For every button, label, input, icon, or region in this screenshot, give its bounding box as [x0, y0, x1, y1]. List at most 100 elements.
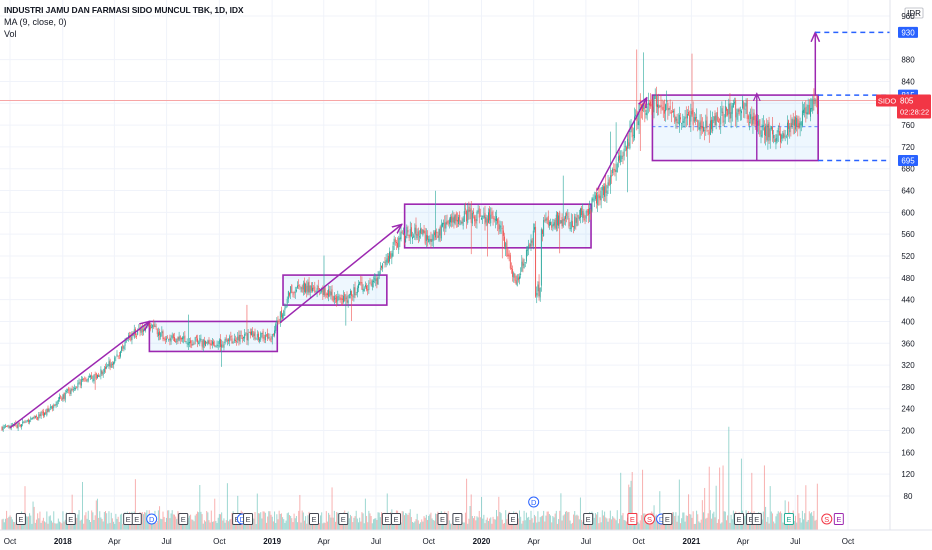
event-marker-icon[interactable] — [131, 513, 142, 525]
event-marker-icon[interactable] — [821, 513, 833, 525]
candle-body — [523, 263, 525, 269]
candle-body — [70, 389, 72, 394]
candle-body — [254, 331, 256, 339]
consolidation-box[interactable] — [282, 274, 388, 306]
candle-body — [553, 222, 555, 226]
event-marker-icon[interactable] — [243, 513, 254, 525]
candle-body — [783, 133, 785, 138]
volume-bar — [91, 510, 93, 530]
event-marker-icon[interactable] — [662, 513, 673, 525]
volume-bar — [421, 519, 423, 530]
volume-bar — [370, 516, 372, 530]
event-marker-icon[interactable] — [146, 513, 158, 525]
volume-bar — [22, 520, 24, 530]
event-marker-icon[interactable] — [65, 513, 76, 525]
candle-body — [29, 420, 31, 423]
candle-body — [287, 291, 289, 300]
candle-body — [359, 281, 361, 285]
candle-body — [103, 368, 105, 373]
symbol-badge[interactable] — [876, 94, 898, 107]
event-markers[interactable]: EEEEDEEDEEEEEEEEDEESDEEEEESE — [15, 496, 844, 525]
trend-arrow[interactable] — [596, 98, 647, 191]
event-marker-icon[interactable] — [437, 513, 448, 525]
event-marker-icon[interactable] — [644, 513, 656, 525]
event-marker-icon[interactable] — [508, 513, 519, 525]
candle-body — [737, 109, 739, 112]
last-price-badge[interactable] — [897, 94, 931, 119]
candle-body — [298, 285, 300, 286]
volume-bar — [77, 514, 79, 530]
candle-body — [531, 240, 533, 243]
event-marker-icon[interactable] — [391, 513, 402, 525]
candle-body — [136, 336, 137, 337]
candle-body — [584, 219, 586, 221]
candle-body — [48, 408, 50, 412]
candle-body — [212, 341, 213, 345]
volume-bar — [255, 523, 257, 530]
candle-body — [668, 108, 670, 110]
price-tick-label: 680 — [901, 165, 915, 174]
volume-bar — [550, 515, 552, 530]
candle-body — [164, 338, 166, 341]
event-marker-icon[interactable] — [751, 513, 762, 525]
legend-ma[interactable]: MA (9, close, 0) — [4, 17, 67, 27]
legend-title[interactable]: INDUSTRI JAMU DAN FARMASI SIDO MUNCUL TB… — [4, 5, 244, 15]
event-marker-icon[interactable] — [734, 513, 745, 525]
volume-bar — [55, 523, 57, 530]
volume-bar — [555, 510, 557, 530]
level-price-badge[interactable] — [898, 26, 918, 38]
consolidation-boxes[interactable] — [148, 94, 819, 353]
candle-body — [528, 244, 530, 250]
candle-body — [592, 197, 594, 201]
trend-arrows[interactable] — [9, 32, 815, 429]
currency-box[interactable] — [904, 7, 924, 19]
candle-body — [22, 421, 24, 424]
volume-bar — [729, 522, 731, 530]
candle-body — [157, 332, 159, 337]
volume-bar — [171, 510, 173, 530]
volume-bar — [412, 521, 414, 530]
event-marker-icon[interactable] — [528, 496, 540, 508]
candle-body — [347, 300, 349, 304]
event-marker-icon[interactable] — [583, 513, 594, 525]
time-axis[interactable]: Oct 2018 Apr Jul Oct 2019 Apr Jul Oct 2020 Apr Jul O… — [0, 529, 932, 546]
trend-arrow[interactable] — [9, 321, 149, 429]
volume-bar — [72, 521, 74, 530]
candle-body — [17, 423, 19, 429]
volume-bar — [53, 511, 55, 530]
volume-bar — [520, 516, 522, 530]
price-levels[interactable] — [815, 31, 890, 162]
volume-bar — [229, 519, 231, 530]
event-marker-icon[interactable] — [627, 513, 638, 525]
event-marker-icon[interactable] — [783, 513, 794, 525]
candle-body — [443, 223, 445, 225]
volume-bar — [581, 519, 583, 530]
candle-body — [177, 337, 179, 340]
volume-bar — [294, 518, 296, 530]
event-marker-icon[interactable] — [338, 513, 349, 525]
candle-body — [454, 214, 456, 224]
volume-bar — [332, 517, 334, 530]
volume-bar — [92, 512, 94, 530]
event-marker-icon[interactable] — [15, 513, 26, 525]
candle-body — [788, 120, 790, 129]
event-marker-icon[interactable] — [178, 513, 189, 525]
candle-body — [154, 325, 156, 327]
volume-bar — [562, 515, 564, 530]
volume-bar — [324, 522, 326, 530]
volume-bar — [41, 520, 43, 530]
candle-body — [237, 336, 239, 341]
candle-body — [38, 414, 40, 419]
legend-vol[interactable]: Vol — [4, 29, 17, 39]
level-price-badge[interactable] — [898, 155, 918, 167]
event-marker-icon[interactable] — [452, 513, 463, 525]
volume-bar — [427, 519, 428, 530]
event-marker-icon[interactable] — [833, 513, 844, 525]
event-marker-icon[interactable] — [308, 513, 319, 525]
price-axis[interactable]: IDR9608808408007607206806406005605204804… — [876, 0, 932, 550]
trend-arrow[interactable] — [279, 224, 402, 324]
candle-body — [561, 217, 563, 227]
candle-body — [732, 103, 734, 108]
consolidation-box[interactable] — [148, 320, 279, 353]
